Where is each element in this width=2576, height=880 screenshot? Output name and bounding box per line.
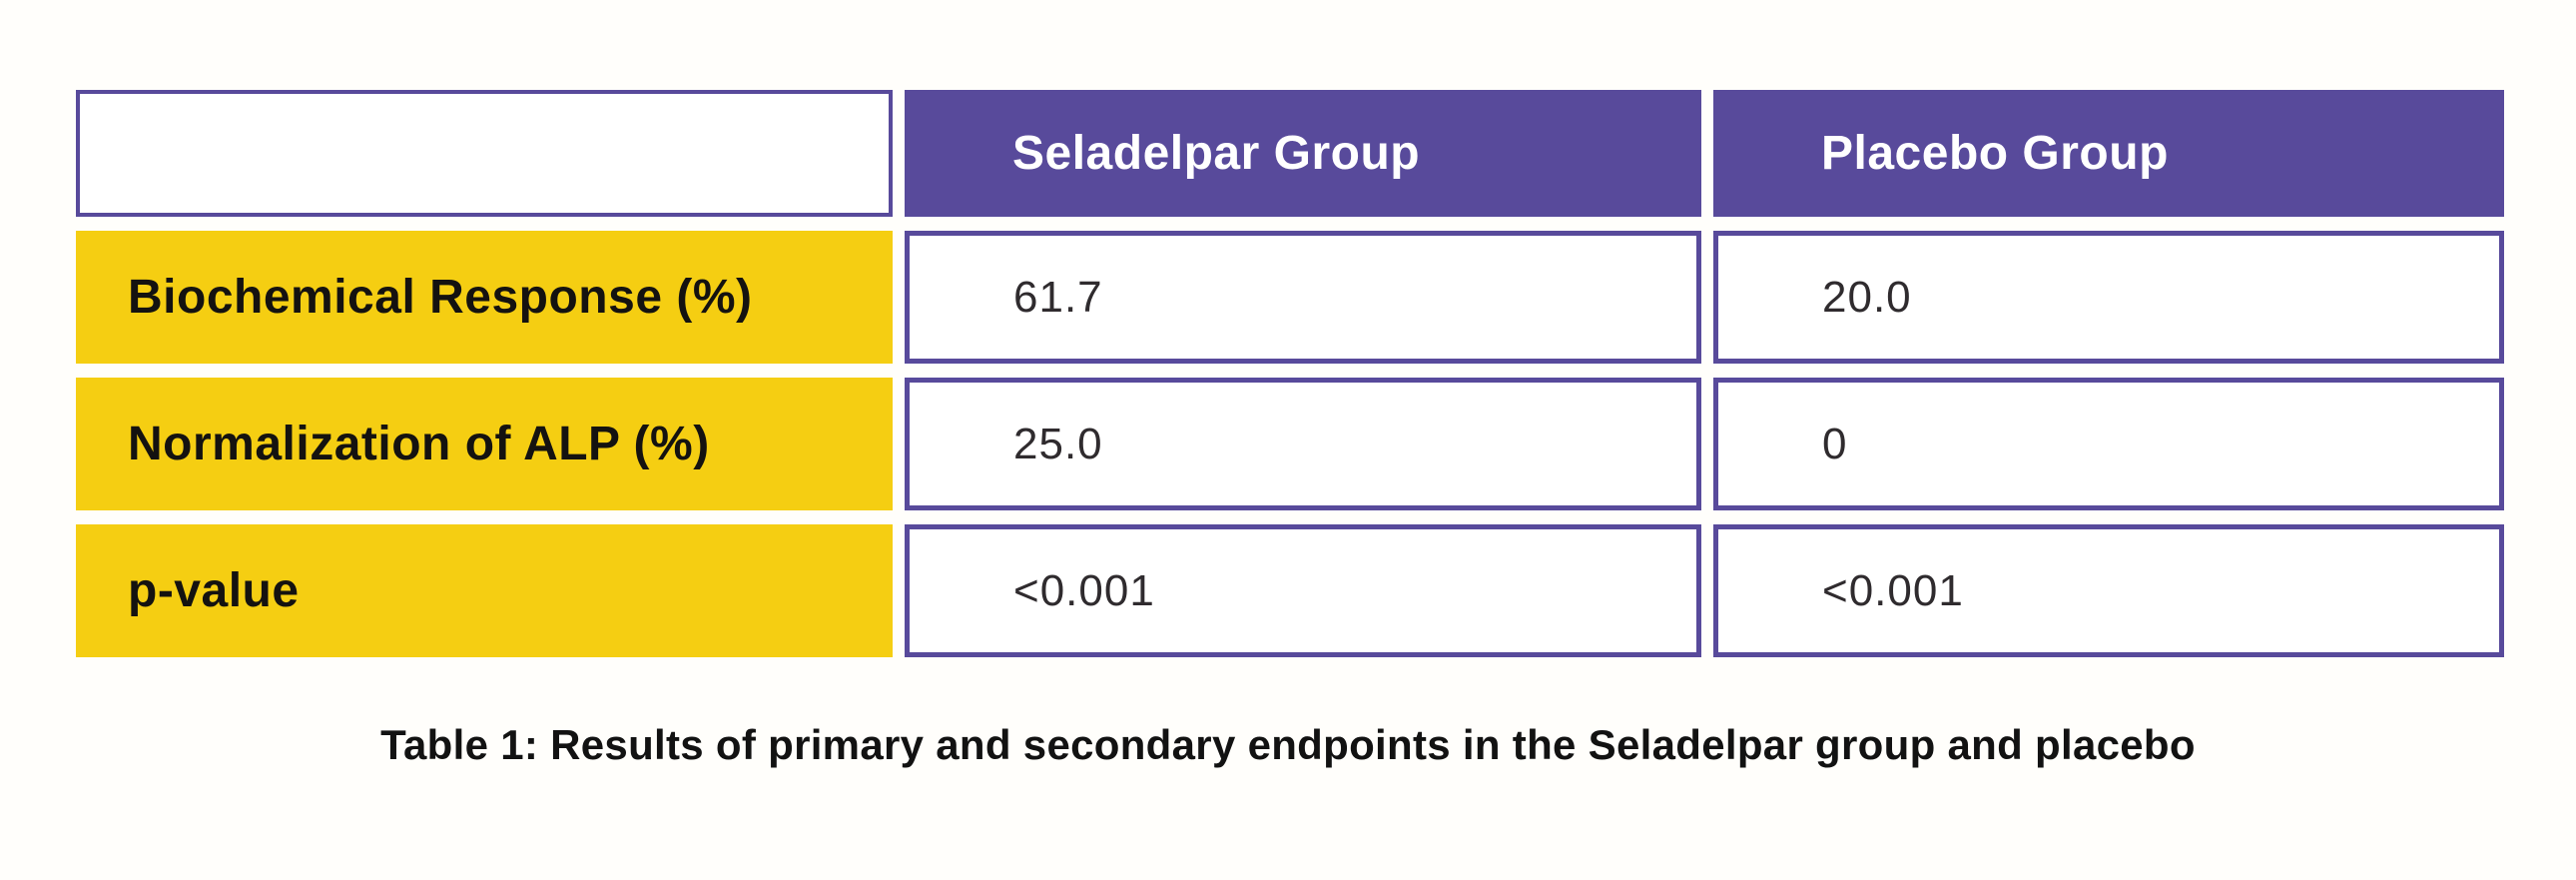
column-header-seladelpar: Seladelpar Group [905,90,1701,217]
column-header-placebo: Placebo Group [1713,90,2504,217]
value-p-value-seladelpar: <0.001 [905,524,1701,657]
value-normalization-alp-placebo: 0 [1713,378,2504,510]
row-label-normalization-alp: Normalization of ALP (%) [76,378,893,510]
table-caption: Table 1: Results of primary and secondar… [380,721,2196,768]
table-corner-cell [76,90,893,217]
value-biochemical-response-placebo: 20.0 [1713,231,2504,364]
value-biochemical-response-seladelpar: 61.7 [905,231,1701,364]
results-table: Seladelpar Group Placebo Group Biochemic… [76,90,2504,657]
value-p-value-placebo: <0.001 [1713,524,2504,657]
row-label-p-value: p-value [76,524,893,657]
row-label-biochemical-response: Biochemical Response (%) [76,231,893,364]
value-normalization-alp-seladelpar: 25.0 [905,378,1701,510]
